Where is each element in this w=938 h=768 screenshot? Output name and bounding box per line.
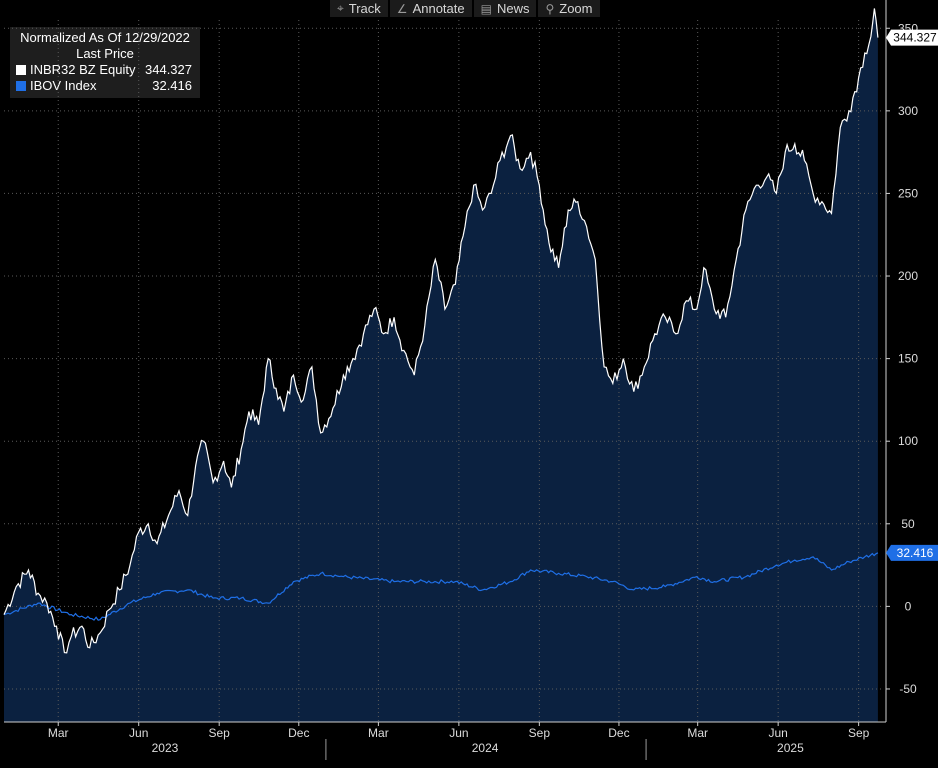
- legend-name-ibov: IBOV Index: [30, 78, 97, 93]
- x-tick-label-2: Sep: [209, 726, 231, 740]
- inbr32-last-value-label: 344.327: [893, 31, 937, 45]
- legend-title: Normalized As Of 12/29/2022: [20, 30, 190, 45]
- legend-name-inbr32: INBR32 BZ Equity: [30, 62, 136, 77]
- legend-swatch-ibov: [16, 81, 26, 91]
- x-tick-label-10: Sep: [848, 726, 870, 740]
- toolbar-news-label: News: [496, 1, 530, 16]
- toolbar-annotate-label: Annotate: [412, 1, 465, 16]
- ibov-last-value-tag: [886, 544, 938, 561]
- legend-entry-ibov: IBOV Index 32.416: [10, 78, 200, 94]
- inbr32-last-value-tag: [886, 29, 938, 46]
- toolbar-track-label: Track: [348, 1, 381, 16]
- y-tick-label-250: 250: [898, 186, 918, 200]
- chart-toolbar: ⌖ Track ∠ Annotate ▤ News ⚲ Zoom: [330, 0, 600, 17]
- y-tick-label--50: -50: [899, 682, 917, 696]
- legend-subtitle: Last Price: [76, 46, 134, 61]
- year-label-2025: 2025: [777, 741, 804, 755]
- chart-legend: Normalized As Of 12/29/2022 Last Price I…: [10, 27, 200, 98]
- pencil-icon: ∠: [396, 1, 408, 16]
- legend-value-ibov: 32.416: [152, 78, 192, 93]
- y-tick-label-300: 300: [898, 104, 918, 118]
- x-tick-label-9: Jun: [768, 726, 787, 740]
- x-tick-label-6: Sep: [529, 726, 551, 740]
- toolbar-news-button[interactable]: ▤ News: [473, 0, 537, 17]
- legend-entry-inbr32: INBR32 BZ Equity 344.327: [10, 62, 200, 78]
- legend-swatch-inbr32: [16, 65, 26, 75]
- toolbar-annotate-button[interactable]: ∠ Annotate: [389, 0, 472, 17]
- y-tick-label-0: 0: [905, 599, 912, 613]
- year-label-2024: 2024: [472, 741, 499, 755]
- year-label-2023: 2023: [152, 741, 179, 755]
- toolbar-track-button[interactable]: ⌖ Track: [330, 0, 388, 17]
- y-tick-label-100: 100: [898, 434, 918, 448]
- x-tick-label-7: Dec: [608, 726, 629, 740]
- x-tick-label-3: Dec: [288, 726, 309, 740]
- y-tick-label-50: 50: [901, 517, 915, 531]
- x-tick-label-1: Jun: [129, 726, 148, 740]
- x-tick-label-0: Mar: [48, 726, 69, 740]
- crosshair-icon: ⌖: [337, 1, 344, 15]
- ibov-last-value-label: 32.416: [897, 546, 934, 560]
- toolbar-zoom-button[interactable]: ⚲ Zoom: [538, 0, 600, 17]
- inbr32-area-fill: [4, 8, 878, 722]
- y-tick-label-150: 150: [898, 352, 918, 366]
- inbr32-series-line[interactable]: [3, 8, 879, 654]
- x-tick-label-5: Jun: [449, 726, 468, 740]
- toolbar-zoom-label: Zoom: [559, 1, 593, 16]
- legend-value-inbr32: 344.327: [145, 62, 192, 77]
- x-tick-label-4: Mar: [368, 726, 389, 740]
- y-tick-label-200: 200: [898, 269, 918, 283]
- newspaper-icon: ▤: [480, 1, 492, 16]
- ibov-series-line[interactable]: [3, 552, 879, 621]
- x-tick-label-8: Mar: [687, 726, 708, 740]
- magnifier-icon: ⚲: [545, 1, 555, 16]
